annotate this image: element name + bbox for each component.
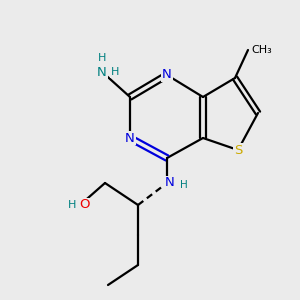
Text: O: O bbox=[79, 199, 89, 212]
Text: N: N bbox=[125, 131, 135, 145]
Text: H: H bbox=[68, 200, 76, 210]
Text: H: H bbox=[98, 53, 106, 63]
Text: N: N bbox=[162, 68, 172, 82]
Text: H: H bbox=[180, 180, 188, 190]
Text: H: H bbox=[111, 67, 119, 77]
Text: CH₃: CH₃ bbox=[251, 45, 272, 55]
Text: N: N bbox=[97, 65, 107, 79]
Text: N: N bbox=[165, 176, 175, 190]
Text: S: S bbox=[234, 143, 242, 157]
